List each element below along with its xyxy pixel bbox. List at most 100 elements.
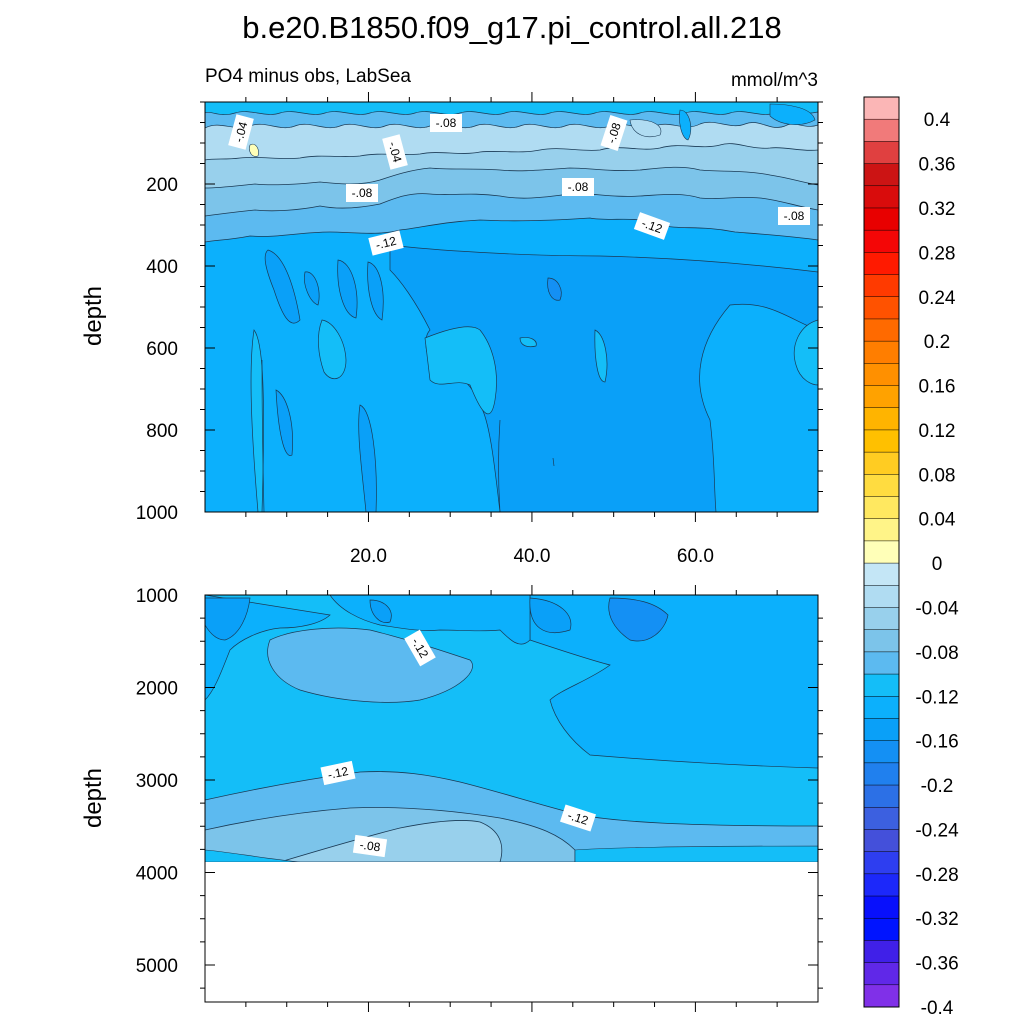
colorbar-swatch [864,740,899,764]
colorbar-label: 0.2 [924,332,950,353]
contour-label-1: -.04 [228,114,254,150]
colorbar-swatch [864,607,899,630]
colorbar-swatch [864,674,899,697]
upper-panel: -.04 -.08 -.04 -.08 -.08 -.08 [80,92,823,567]
colorbar-swatch [864,984,899,1008]
contour-label-3-text: -.04 [386,140,405,164]
colorbar-label: -0.08 [915,643,958,664]
upper-column-6 [358,404,377,512]
upper-column-4 [367,261,384,321]
colorbar-label: 0.04 [919,510,956,531]
colorbar-swatch [864,429,899,453]
colorbar-swatch [864,896,899,919]
upper-surface-dark [205,102,818,116]
upper-x-ticks: 20.0 40.0 60.0 [245,92,778,567]
upper-y-tick-label: 800 [146,421,178,442]
upper-field [205,102,818,512]
upper-zone-c [519,337,537,348]
colorbar-swatch [864,563,899,586]
lower-contour-label-3: -.12 [560,804,596,832]
lower-contour-labels: -.12 -.12 -.12 -.08 [320,629,596,858]
lower-contour-label-4: -.08 [352,834,388,858]
colorbar-label: -0.2 [921,776,954,797]
colorbar-swatch [864,252,899,275]
colorbar-swatch [864,318,899,342]
upper-column-5 [275,389,293,456]
upper-column-1 [264,249,301,324]
colorbar-label: 0.24 [919,288,956,309]
colorbar-label: -0.4 [921,998,954,1019]
contour-label-2-text: -.08 [436,116,457,130]
colorbar-label: -0.24 [915,820,959,841]
lower-top-left-dark [205,595,531,701]
colorbar-swatch [864,918,899,941]
colorbar-swatch [864,785,899,808]
contour-label-6-text: -.08 [568,180,589,194]
colorbar-swatch [864,185,899,209]
lower-contour-label-1: -.12 [404,629,436,667]
colorbar-swatch [864,407,899,431]
upper-y-tick-label: 200 [146,175,178,196]
contour-label-8: -.12 [633,212,671,240]
colorbar-label: -0.16 [915,732,958,753]
lower-field [205,595,818,862]
colorbar-swatch [864,718,899,741]
upper-contour-1 [261,359,265,512]
contour-label-9-text: -.08 [784,209,805,223]
colorbar-swatch [864,274,899,298]
lower-y-tick-label: 4000 [136,864,178,885]
upper-positive-spot [249,143,259,157]
colorbar-swatch [864,962,899,986]
lower-contour-label-2-text: -.12 [326,764,349,782]
colorbar-swatch [864,97,899,120]
lower-contour-label-2: -.12 [320,760,356,786]
colorbar-label: -0.12 [915,687,958,708]
colorbar-swatch [864,873,899,897]
contour-label-4: -.08 [600,115,628,151]
upper-y-tick-label: 600 [146,339,178,360]
colorbar-swatch [864,341,899,364]
upper-surface-spot-3 [629,119,662,138]
colorbar-frame [863,96,900,1008]
lower-y-axis-label: depth [80,768,107,828]
upper-y-tick-label: 1000 [136,503,178,524]
colorbar [863,96,900,1008]
colorbar-swatch [864,696,899,719]
colorbar-swatch [864,651,899,675]
colorbar-label: 0.16 [919,377,956,398]
upper-small-dark-1 [547,277,562,301]
contour-label-5-text: -.08 [352,186,373,200]
colorbar-swatch [864,496,899,520]
contour-label-3: -.04 [382,134,408,170]
upper-contour-3 [552,457,555,467]
contour-label-2: -.08 [430,114,462,132]
contour-label-7: -.12 [368,230,404,256]
contour-label-8-text: -.12 [640,216,665,236]
colorbar-swatch [864,474,899,497]
upper-contour-labels: -.04 -.08 -.04 -.08 -.08 -.08 [228,114,810,256]
colorbar-label: 0.32 [919,199,956,220]
chart-units: mmol/m^3 [731,70,818,91]
colorbar-swatch [864,829,899,852]
colorbar-label: 0.08 [919,465,956,486]
lower-layer-m08 [279,819,503,862]
colorbar-swatch [864,518,899,542]
upper-column-7 [318,319,347,380]
colorbar-swatch [864,141,899,164]
upper-surface-spot-1 [679,109,692,141]
upper-zone-b [594,329,608,383]
colorbar-label: 0.12 [919,421,956,442]
contour-label-5: -.08 [346,184,378,202]
contour-label-7-text: -.12 [374,234,398,253]
lower-top-dark-patch-3 [205,597,251,641]
lower-top-dark-patch [529,597,572,633]
lower-darker-region [529,595,818,769]
chart-subtitle-left: PO4 minus obs, LabSea [205,66,411,87]
colorbar-label: 0.36 [919,155,956,176]
upper-column-8 [250,329,264,512]
colorbar-swatch [864,452,899,475]
upper-column-3 [337,259,358,319]
upper-contour-2 [498,419,501,512]
upper-x-tick-label: 40.0 [513,546,550,567]
upper-y-ticks: 200 400 600 800 1000 [136,101,823,524]
